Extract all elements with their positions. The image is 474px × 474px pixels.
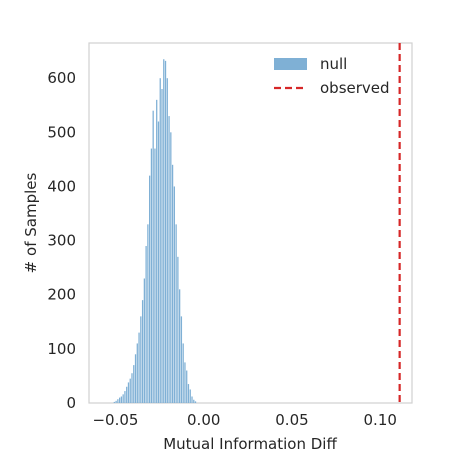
- y-tick-label: 200: [47, 286, 76, 304]
- y-axis-label: # of Samples: [22, 173, 40, 274]
- histogram-bar: [193, 399, 195, 403]
- legend: null observed: [274, 55, 390, 97]
- histogram-bar: [115, 400, 117, 403]
- histogram-bar: [133, 365, 135, 403]
- histogram-bar: [191, 396, 193, 403]
- histogram-bar: [187, 384, 190, 403]
- histogram-bar: [136, 343, 138, 403]
- histogram-bar: [179, 289, 181, 403]
- histogram-bar: [113, 401, 115, 403]
- histogram-bar: [154, 148, 156, 403]
- histogram-bar: [156, 99, 158, 403]
- histogram-bar: [126, 386, 128, 403]
- histogram-bar: [129, 378, 131, 403]
- x-tick-label: 0.10: [364, 411, 397, 429]
- histogram-bar: [117, 399, 119, 403]
- histogram-bar: [166, 78, 168, 403]
- histogram-bar: [131, 373, 133, 403]
- y-tick-labels: 0 100 200 300 400 500 600: [47, 69, 76, 412]
- legend-null-swatch: [274, 58, 307, 70]
- histogram-bar: [145, 246, 147, 403]
- histogram-bar: [138, 332, 140, 403]
- histogram-bar: [157, 121, 160, 403]
- histogram-bar: [140, 316, 142, 403]
- histogram-bar: [189, 389, 191, 403]
- histogram-bar: [170, 132, 172, 403]
- histogram-bar: [159, 78, 161, 403]
- histogram-bar: [184, 362, 186, 403]
- histogram-bar: [161, 89, 163, 404]
- legend-observed-label: observed: [320, 79, 390, 97]
- histogram-bar: [149, 175, 151, 403]
- histogram-bar: [186, 370, 188, 403]
- histogram-bar: [180, 316, 183, 403]
- x-tick-label: 0.05: [275, 411, 308, 429]
- histogram-bar: [134, 354, 137, 403]
- histogram-bar: [152, 110, 154, 404]
- histogram-bar: [147, 224, 149, 403]
- y-tick-label: 0: [66, 394, 76, 412]
- histogram-bars: [113, 59, 197, 404]
- histogram-bar: [150, 148, 153, 403]
- histogram-bar: [175, 224, 177, 403]
- legend-null-label: null: [320, 55, 347, 73]
- histogram-bar: [143, 278, 145, 403]
- histogram-bar: [124, 391, 126, 403]
- y-tick-label: 400: [47, 177, 76, 195]
- histogram-bar: [171, 164, 174, 403]
- histogram-bar: [127, 382, 130, 403]
- x-axis-label: Mutual Information Diff: [163, 435, 337, 453]
- histogram-bar: [177, 256, 179, 403]
- histogram-bar: [119, 397, 121, 403]
- histogram-bar: [120, 396, 123, 403]
- y-tick-label: 500: [47, 123, 76, 141]
- histogram-bar: [173, 186, 175, 403]
- histogram-bar: [182, 343, 184, 403]
- histogram-bar: [141, 300, 144, 403]
- histogram-bar: [194, 401, 197, 403]
- y-tick-label: 600: [47, 69, 76, 87]
- histogram-bar: [163, 59, 165, 404]
- x-tick-labels: −0.05 0.00 0.05 0.10: [92, 411, 396, 429]
- x-tick-label: 0.00: [187, 411, 220, 429]
- histogram-bar: [122, 394, 124, 403]
- y-tick-label: 100: [47, 340, 76, 358]
- histogram-bar: [168, 116, 170, 403]
- y-tick-label: 300: [47, 232, 76, 250]
- histogram-bar: [164, 60, 167, 404]
- x-tick-label: −0.05: [92, 411, 138, 429]
